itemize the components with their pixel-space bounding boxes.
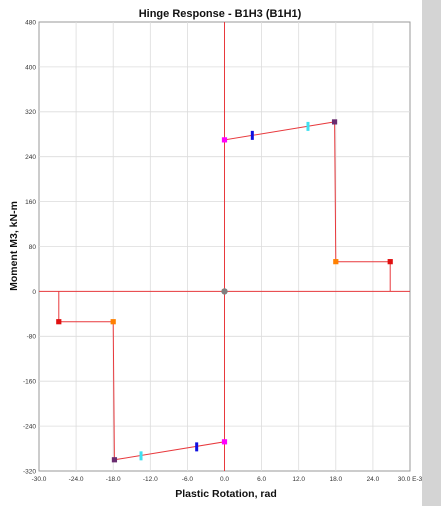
y-tick-label: -240	[23, 424, 36, 431]
state-marker	[111, 457, 118, 463]
x-tick-labels: -30.0 -24.0 -18.0 -12.0 -6.0 0.0 6.0 12.0 18.0 24…	[32, 476, 423, 483]
state-bar-marker	[139, 451, 143, 461]
y-tick-label: 0	[32, 289, 36, 296]
window-side-strip	[422, 0, 441, 506]
x-tick-label: -24.0	[69, 476, 84, 483]
state-bar-marker	[195, 442, 199, 452]
state-marker	[387, 259, 393, 265]
y-tick-label: 80	[29, 244, 37, 251]
y-tick-label: -80	[27, 334, 37, 341]
x-tick-label: 30.0 E-3	[398, 476, 423, 483]
y-tick-labels: 480 400 320 240 160 80 0 -80 -160 -240 -320	[23, 19, 36, 475]
y-tick-label: 320	[25, 109, 36, 116]
state-marker	[221, 439, 228, 445]
y-axis-label: Moment M3, kN-m	[8, 201, 20, 291]
y-tick-label: -160	[23, 379, 36, 386]
y-tick-label: 240	[25, 154, 36, 161]
origin-marker	[221, 288, 228, 295]
state-marker	[333, 259, 339, 265]
y-tick-label: 400	[25, 64, 36, 71]
y-tick-label: -320	[23, 468, 36, 475]
x-axis-label: Plastic Rotation, rad	[175, 488, 277, 500]
x-tick-label: -12.0	[143, 476, 158, 483]
x-tick-label: -18.0	[106, 476, 121, 483]
chart-title: Hinge Response - B1H3 (B1H1)	[139, 8, 302, 20]
y-tick-label: 480	[25, 19, 36, 26]
state-bar-marker	[250, 130, 254, 140]
x-tick-label: 18.0	[329, 476, 342, 483]
state-marker	[56, 319, 62, 325]
x-tick-label: 6.0	[257, 476, 266, 483]
state-marker	[110, 319, 116, 325]
x-tick-label: 24.0	[367, 476, 380, 483]
x-tick-label: -30.0	[32, 476, 47, 483]
x-tick-label: -6.0	[182, 476, 194, 483]
state-bar-marker	[306, 121, 310, 131]
state-marker	[221, 137, 228, 143]
state-marker	[331, 119, 338, 125]
x-tick-label: 0.0	[220, 476, 229, 483]
x-tick-label: 12.0	[292, 476, 305, 483]
marker-layer	[56, 119, 393, 463]
y-tick-label: 160	[25, 199, 36, 206]
